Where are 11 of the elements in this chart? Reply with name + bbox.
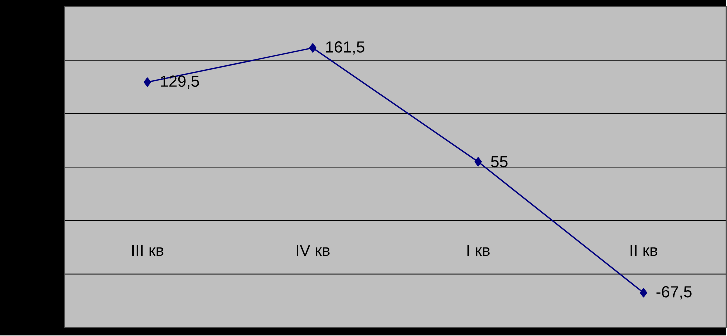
data-label: 129,5 [161, 76, 200, 90]
x-tick-label: II кв [630, 245, 658, 256]
x-tick-label: IV кв [296, 245, 330, 256]
point [640, 288, 648, 298]
x-tick-label: I кв [468, 245, 490, 256]
point [474, 157, 482, 167]
x-tick-label: III кв [132, 245, 164, 256]
data-label: -67,5 [656, 286, 692, 300]
point [144, 78, 152, 88]
data-label: 161,5 [326, 42, 365, 55]
point [309, 44, 317, 53]
